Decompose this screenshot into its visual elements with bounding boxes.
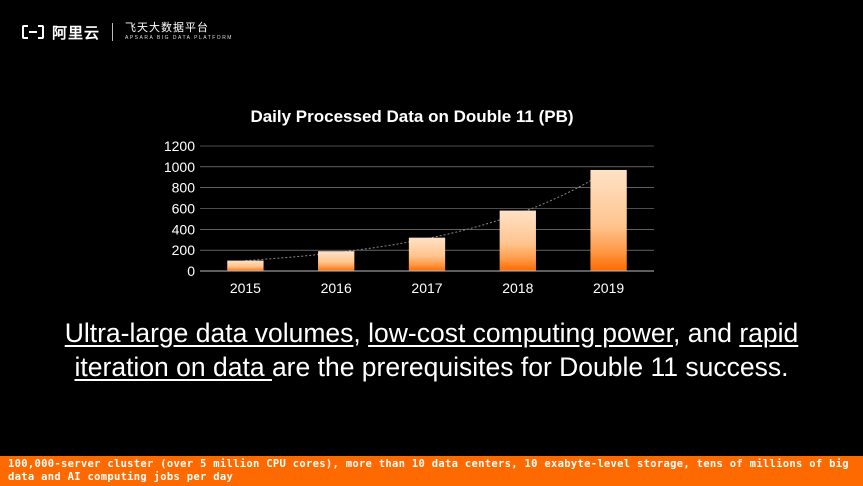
bar-series bbox=[227, 169, 627, 271]
x-tick-label: 2019 bbox=[593, 280, 624, 296]
x-axis-ticks: 2015 2016 2017 2018 2019 bbox=[230, 280, 625, 296]
brand-header: 阿里云 飞天大数据平台 APSARA BIG DATA PLATFORM bbox=[22, 20, 233, 44]
y-tick-label: 1200 bbox=[164, 138, 195, 154]
x-tick-label: 2017 bbox=[411, 280, 442, 296]
y-tick-label: 0 bbox=[187, 263, 195, 279]
footer-banner: 100,000-server cluster (over 5 million C… bbox=[0, 456, 863, 486]
x-tick-label: 2016 bbox=[321, 280, 352, 296]
bar-2015 bbox=[227, 260, 264, 271]
y-tick-label: 800 bbox=[172, 180, 196, 196]
bar-chart: Daily Processed Data on Double 11 (PB) 0… bbox=[164, 107, 654, 296]
bar-2017 bbox=[408, 237, 446, 271]
brand-name: 阿里云 bbox=[52, 24, 101, 42]
y-axis-ticks: 0 200 400 600 800 1000 1200 bbox=[164, 138, 195, 279]
y-tick-label: 200 bbox=[172, 242, 196, 258]
x-tick-label: 2018 bbox=[502, 280, 533, 296]
trendline-path bbox=[245, 169, 609, 262]
caption-link-iteration-on-data[interactable]: iteration on data bbox=[74, 352, 272, 382]
grid-lines bbox=[200, 145, 654, 251]
brand-subtitle-cn: 飞天大数据平台 bbox=[125, 22, 210, 34]
caption-text: , and bbox=[673, 318, 740, 348]
caption-text: are the prerequisites for Double 11 succ… bbox=[271, 352, 789, 382]
x-tick-label: 2015 bbox=[230, 280, 261, 296]
bar-2018 bbox=[499, 210, 536, 271]
y-tick-label: 600 bbox=[172, 201, 196, 217]
trendline bbox=[245, 169, 609, 262]
aliyun-logo-icon bbox=[22, 25, 44, 39]
brand-subtitle: 飞天大数据平台 APSARA BIG DATA PLATFORM bbox=[125, 23, 233, 41]
bar-2016 bbox=[318, 251, 355, 271]
caption-link-data-volumes[interactable]: Ultra-large data volumes bbox=[64, 318, 354, 348]
chart-title: Daily Processed Data on Double 11 (PB) bbox=[250, 107, 573, 126]
caption: Ultra-large data volumes, low-cost compu… bbox=[0, 316, 863, 384]
footer-text: 100,000-server cluster (over 5 million C… bbox=[8, 458, 849, 483]
bar-2019 bbox=[590, 169, 627, 271]
caption-link-rapid-iteration[interactable]: rapid bbox=[739, 318, 799, 348]
y-tick-label: 1000 bbox=[164, 159, 195, 175]
brand-divider bbox=[112, 23, 114, 41]
y-tick-label: 400 bbox=[172, 221, 196, 237]
caption-text: , bbox=[353, 318, 369, 348]
brand-subtitle-en: APSARA BIG DATA PLATFORM bbox=[125, 35, 233, 41]
caption-link-computing-power[interactable]: low-cost computing power bbox=[368, 318, 674, 348]
